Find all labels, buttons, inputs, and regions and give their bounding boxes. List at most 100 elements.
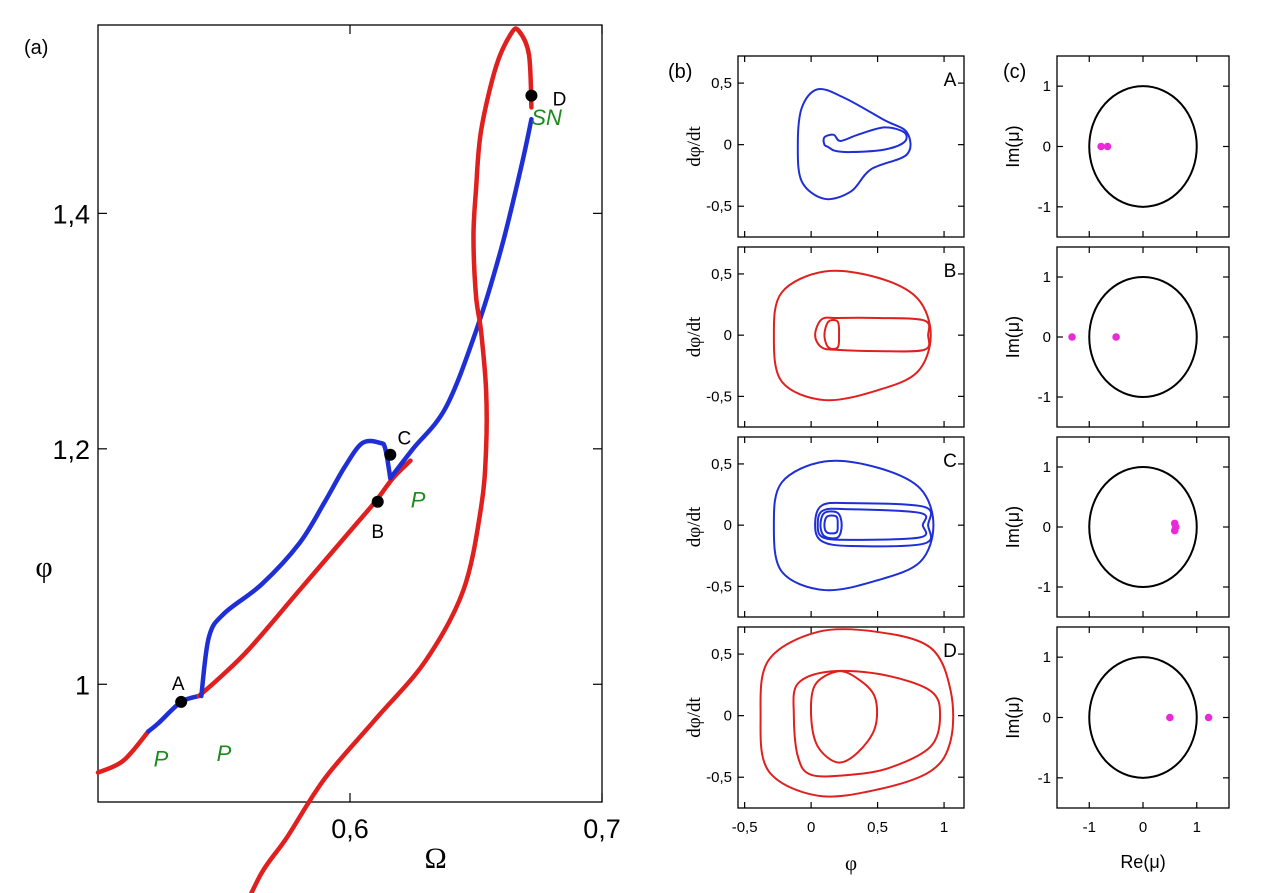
y-axis-label: φ — [35, 551, 52, 584]
portrait-label: C — [943, 451, 957, 472]
branch-blue-4 — [388, 116, 534, 481]
multiplier-frame — [1056, 436, 1230, 618]
y-tick-label: -0,5 — [706, 198, 732, 215]
annotation-P-1: P — [217, 741, 232, 766]
x-axis-label: Ω — [425, 842, 447, 875]
point-D — [525, 89, 538, 102]
y-axis-label: dφ/dt — [684, 316, 705, 357]
y-tick-label: 1 — [1043, 269, 1051, 286]
panel-label-c: (c) — [1003, 61, 1026, 83]
multiplier-panel-3: -1 0 1 -1 0 1 Im(μ) — [1003, 626, 1230, 836]
phase-portrait-D: -0,5 0 0,5 -0,5 0 0,5 1 dφ/dt D — [684, 626, 965, 836]
multiplier-panel-0: -1 0 1 Im(μ) — [1003, 55, 1230, 238]
portrait-label: B — [944, 261, 957, 282]
y-axis-label: dφ/dt — [684, 506, 705, 547]
y-tick-label: -1 — [1038, 389, 1051, 406]
phase-portrait-C: -0,5 0 0,5 dφ/dt C — [684, 436, 965, 618]
y-axis-label: Im(μ) — [1003, 696, 1023, 738]
portrait-label: D — [943, 641, 957, 662]
orbit-loop-2 — [816, 507, 928, 541]
orbit-loop-1 — [792, 669, 942, 778]
y-tick-label: 0 — [724, 708, 732, 725]
point-label-C: C — [397, 429, 411, 450]
branch-red-0 — [95, 729, 151, 775]
phase-portrait-A: -0,5 0 0,5 dφ/dt A — [684, 55, 965, 238]
branch-red-2 — [196, 458, 413, 699]
branch-blue-1 — [146, 693, 202, 734]
y-tick-label: 1,2 — [52, 435, 90, 465]
x-tick-label: 1 — [940, 819, 948, 836]
y-tick-label: 0 — [724, 137, 732, 154]
y-tick-label: 1 — [1043, 78, 1051, 95]
multiplier-panel-1: -1 0 1 Im(μ) — [1003, 246, 1230, 428]
phase-portraits: -0,5 0 0,5 dφ/dt A -0,5 0 0,5 dφ/dt B -0,5 0 0,5 dφ/d… — [684, 55, 965, 875]
orbit-loop-1 — [814, 501, 933, 548]
bifurcation-diagram: 0,6 0,7 1 1,2 1,4 Ωφ A B C D P P P SN — [35, 24, 621, 893]
orbit-loop-2 — [809, 670, 879, 764]
point-label-A: A — [172, 674, 185, 695]
y-axis-label: Im(μ) — [1003, 506, 1023, 548]
y-tick-label: -0,5 — [706, 769, 732, 786]
point-A — [175, 695, 188, 708]
orbit-loop-3 — [819, 510, 843, 540]
x-tick-label: -0,5 — [732, 819, 758, 836]
portrait-label: A — [944, 70, 957, 91]
orbit-loop-4 — [823, 514, 839, 535]
branch-red-5 — [248, 26, 534, 893]
branch-curves — [95, 26, 534, 893]
point-C — [384, 448, 397, 461]
multiplier-frame — [1056, 55, 1230, 238]
x-axis-label: Re(μ) — [1120, 852, 1165, 872]
y-tick-label: 0 — [1043, 139, 1051, 156]
phase-frame-A — [737, 55, 965, 238]
multiplier-point-1 — [1204, 713, 1213, 722]
y-tick-label: 1 — [1043, 649, 1051, 666]
multiplier-point-0 — [1097, 142, 1105, 151]
orbit-loop-0 — [759, 628, 955, 798]
y-axis-label: dφ/dt — [684, 126, 705, 167]
orbit-loop-1 — [814, 316, 931, 353]
multiplier-point-1 — [1103, 142, 1112, 151]
multiplier-point-2 — [1171, 523, 1180, 531]
x-tick-label: -1 — [1083, 819, 1096, 836]
y-tick-label: 0,5 — [711, 456, 732, 473]
y-axis-label: Im(μ) — [1003, 125, 1023, 167]
x-tick-label: 0 — [807, 819, 815, 836]
y-tick-label: 0 — [724, 327, 732, 344]
multiplier-point-0 — [1166, 713, 1174, 722]
y-axis-label: dφ/dt — [684, 697, 705, 738]
multiplier-point-1 — [1112, 333, 1120, 341]
x-tick-label: 0 — [1139, 819, 1147, 836]
point-B — [371, 495, 384, 508]
y-tick-label: 1,4 — [52, 199, 90, 229]
orbit-loop-1 — [822, 126, 908, 154]
x-tick-label: 0,7 — [583, 814, 621, 844]
y-tick-label: -0,5 — [706, 578, 732, 595]
y-tick-label: -1 — [1038, 770, 1051, 787]
y-tick-label: 0,5 — [711, 646, 732, 663]
phase-portrait-B: -0,5 0 0,5 dφ/dt B — [684, 246, 965, 428]
multiplier-frame — [1056, 246, 1230, 428]
x-tick-label: 0,5 — [867, 819, 888, 836]
y-tick-label: 1 — [75, 670, 90, 700]
multiplier-panel-2: -1 0 1 Im(μ) — [1003, 436, 1230, 618]
phase-frame-B — [737, 246, 965, 428]
phase-frame-C — [737, 436, 965, 618]
multiplier-point-0 — [1068, 333, 1076, 341]
point-label-D: D — [553, 90, 567, 111]
orbit-loop-0 — [796, 87, 912, 201]
orbit-loop-0 — [772, 269, 932, 402]
phase-frame-D — [737, 626, 965, 809]
y-tick-label: 0,5 — [711, 75, 732, 92]
y-tick-label: 0 — [1043, 710, 1051, 727]
y-tick-label: 0,5 — [711, 266, 732, 283]
unit-circle — [1088, 85, 1198, 208]
point-label-B: B — [371, 522, 384, 543]
annotation-P-0: P — [154, 747, 169, 772]
panel-label-a: (a) — [24, 37, 48, 59]
multiplier-frame — [1056, 626, 1230, 809]
floquet-multipliers: -1 0 1 Im(μ) -1 0 1 Im(μ) -1 0 1 Im(μ) -1 0 1 -1 0 1 Im(μ)… — [1003, 55, 1230, 872]
y-tick-label: 0 — [1043, 329, 1051, 346]
unit-circle — [1088, 656, 1198, 779]
